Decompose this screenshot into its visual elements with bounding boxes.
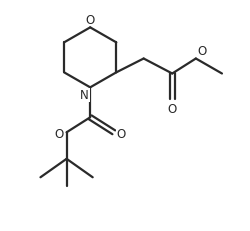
Text: O: O xyxy=(168,102,177,115)
Text: O: O xyxy=(86,13,95,26)
Text: O: O xyxy=(55,128,64,140)
Text: O: O xyxy=(198,45,207,58)
Text: O: O xyxy=(116,128,126,140)
Text: N: N xyxy=(80,89,89,102)
